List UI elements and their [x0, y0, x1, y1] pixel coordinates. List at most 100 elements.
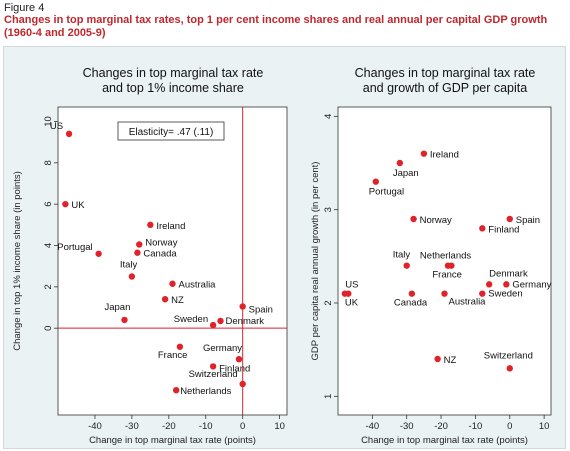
data-point-finland [479, 225, 486, 232]
x-tick-label: -20 [162, 421, 176, 432]
elasticity-box [117, 121, 225, 141]
x-tick-label: -10 [199, 421, 213, 432]
data-point-nz [161, 296, 169, 303]
point-label-finland: Finland [488, 224, 519, 235]
point-label-japan: Japan [104, 302, 130, 313]
x-tick-label: 0 [240, 421, 245, 432]
data-point-france [176, 343, 184, 350]
plot-area [337, 106, 552, 416]
point-label-ireland: Ireland [156, 221, 185, 232]
x-tick-label: -30 [125, 421, 139, 432]
point-label-switzerland: Switzerland [484, 350, 533, 361]
y-tick-label: 0 [43, 326, 54, 331]
data-point-uk [62, 200, 69, 208]
y-axis-label: Change in top 1% income share (in points… [12, 171, 23, 351]
x-tick-label: 10 [539, 421, 550, 432]
point-label-canada: Canada [143, 249, 177, 260]
point-label-spain: Spain [249, 304, 273, 315]
y-tick-label: 3 [323, 207, 334, 212]
data-point-portugal [372, 178, 379, 185]
data-point-denmark [217, 317, 224, 325]
data-point-switzerland [239, 380, 246, 388]
data-point-japan [121, 316, 128, 324]
data-point-finland [209, 363, 217, 370]
point-label-us: US [345, 280, 358, 291]
point-label-australia: Australia [449, 297, 487, 308]
data-point-portugal [95, 250, 102, 257]
x-tick-label: -40 [88, 421, 102, 432]
y-axis-label: GDP per capita real annual growth (in pe… [310, 162, 321, 361]
data-point-ireland [147, 221, 154, 229]
point-label-sweden: Sweden [174, 314, 208, 325]
y-tick-label: 4 [43, 243, 54, 248]
data-point-australia [441, 290, 448, 297]
chart-title-line: Changes in top marginal tax rate [355, 66, 536, 80]
point-label-nz: NZ [171, 295, 184, 306]
point-label-france: France [432, 270, 462, 281]
data-point-netherlands [172, 386, 180, 394]
y-tick-label: 2 [323, 300, 334, 305]
data-point-canada [408, 290, 416, 297]
data-point-italy [128, 273, 136, 280]
data-point-australia [169, 280, 176, 287]
data-point-sweden [479, 290, 486, 297]
point-label-italy: Italy [120, 260, 138, 271]
point-label-nz: NZ [444, 355, 457, 366]
data-point-denmark [485, 281, 493, 288]
x-tick-label: 0 [507, 421, 512, 432]
data-point-canada [134, 249, 141, 256]
point-label-canada: Canada [394, 298, 428, 309]
point-label-germany: Germany [203, 343, 242, 354]
point-label-japan: Japan [393, 168, 419, 179]
data-point-france [448, 262, 455, 269]
point-label-us: US [50, 121, 63, 132]
data-point-norway [136, 241, 143, 248]
point-label-spain: Spain [516, 215, 540, 226]
point-label-netherlands: Netherlands [420, 251, 471, 262]
point-label-netherlands: Netherlands [180, 386, 231, 397]
elasticity-annotation: Elasticity= .47 (.11) [129, 127, 214, 138]
point-label-australia: Australia [179, 280, 217, 291]
data-point-italy [403, 262, 410, 269]
point-label-finland: Finland [219, 363, 250, 374]
point-label-sweden: Sweden [488, 289, 522, 300]
data-point-sweden [209, 321, 217, 329]
data-point-uk [341, 290, 349, 297]
point-label-portugal: Portugal [369, 187, 404, 198]
x-tick-label: -10 [469, 421, 483, 432]
chart-title-line: and growth of GDP per capita [363, 81, 527, 95]
point-label-denmark: Denmark [489, 268, 528, 279]
point-label-uk: UK [345, 298, 359, 309]
data-point-norway [410, 215, 417, 223]
point-label-germany: Germany [512, 279, 551, 290]
data-point-nz [434, 355, 441, 363]
point-label-norway: Norway [145, 237, 177, 248]
y-tick-label: 2 [43, 284, 54, 289]
point-label-italy: Italy [393, 250, 411, 261]
data-point-ireland [420, 150, 428, 157]
x-tick-label: -40 [365, 421, 379, 432]
plot-area [57, 106, 288, 416]
point-label-france: France [158, 350, 188, 361]
data-point-germany [503, 281, 510, 288]
figure-label: Figure 4 [4, 2, 45, 14]
data-point-germany [235, 355, 243, 363]
y-tick-label: 4 [323, 114, 334, 119]
y-tick-label: 1 [323, 394, 334, 399]
y-tick-label: 8 [43, 160, 54, 165]
x-axis-label: Change in top marginal tax rate (points) [361, 435, 528, 446]
figure-title: Changes in top marginal tax rates, top 1… [4, 14, 548, 39]
point-label-uk: UK [71, 200, 85, 211]
point-label-denmark: Denmark [226, 316, 265, 327]
data-point-spain [506, 215, 513, 223]
data-point-japan [396, 159, 404, 167]
x-tick-label: 10 [274, 421, 285, 432]
data-point-us [65, 130, 73, 138]
y-tick-label: 6 [43, 202, 54, 207]
y-tick-label: 10 [43, 116, 54, 127]
point-label-norway: Norway [420, 215, 452, 226]
point-label-switzerland: Switzerland [189, 369, 238, 380]
